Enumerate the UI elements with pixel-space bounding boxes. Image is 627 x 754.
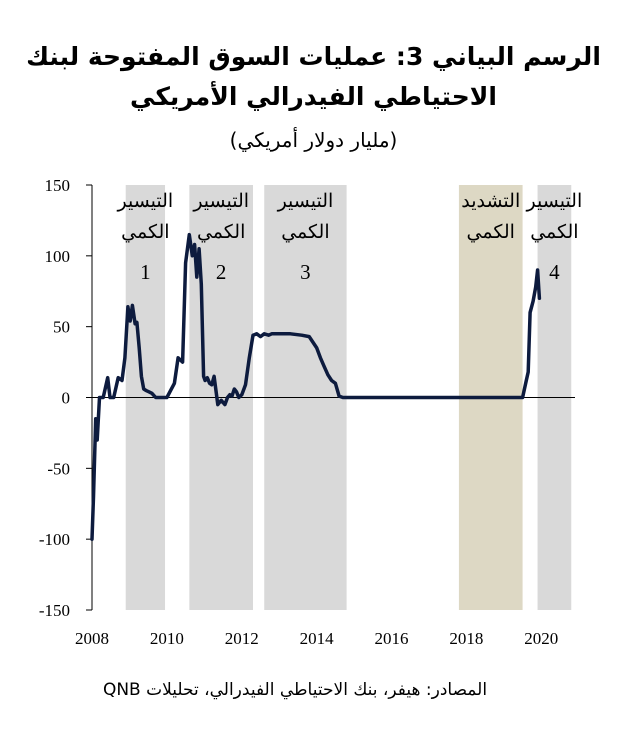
- y-tick-label: 50: [53, 318, 70, 337]
- tick-labels: 150 100 50 0 -50 -100 -150 2008 2010 2012 2014 2016…: [39, 176, 558, 648]
- x-tick-label: 2020: [524, 629, 558, 648]
- y-tick-label: -100: [39, 530, 70, 549]
- band-labels: التيسير الكمي 1 التيسير الكمي 2 التيسير الكمي 3 ا…: [117, 191, 583, 284]
- x-tick-label: 2010: [150, 629, 184, 648]
- band-label-line2: الكمي: [281, 222, 329, 243]
- x-tick-label: 2016: [375, 629, 409, 648]
- x-tick-label: 2014: [300, 629, 335, 648]
- y-tick-label: -150: [39, 601, 70, 620]
- chart-subtitle: (مليار دولار أمريكي): [229, 128, 398, 152]
- chart-title-line-2: الاحتياطي الفيدرالي الأمريكي: [130, 82, 497, 111]
- y-tick-label: -50: [47, 459, 70, 478]
- band-number: 3: [300, 260, 311, 284]
- chart-title-line-1: الرسم البياني 3: عمليات السوق المفتوحة ل…: [26, 42, 601, 71]
- band-label-line1: التيسير: [526, 191, 583, 212]
- band-label-line2: الكمي: [530, 222, 578, 243]
- band-number: 2: [216, 260, 227, 284]
- band-label-line2: الكمي: [121, 222, 169, 243]
- band-number: 1: [140, 260, 151, 284]
- band-label-line1: التشديد: [461, 191, 520, 212]
- source-note: المصادر: هيفر، بنك الاحتياطي الفيدرالي، …: [102, 680, 488, 700]
- band-number: 4: [549, 260, 560, 284]
- series-line-1: [90, 232, 542, 541]
- band-label-line1: التيسير: [192, 191, 249, 212]
- series-lines: [90, 232, 542, 541]
- y-tick-label: 100: [45, 247, 71, 266]
- x-tick-label: 2012: [225, 629, 259, 648]
- y-tick-label: 150: [45, 176, 71, 195]
- band-label-line2: الكمي: [197, 222, 245, 243]
- y-tick-label: 0: [62, 389, 71, 408]
- x-tick-label: 2008: [75, 629, 109, 648]
- band-label-line1: التيسير: [277, 191, 334, 212]
- x-tick-label: 2018: [449, 629, 483, 648]
- band-label-line1: التيسير: [117, 191, 174, 212]
- band-label-line2: الكمي: [467, 222, 515, 243]
